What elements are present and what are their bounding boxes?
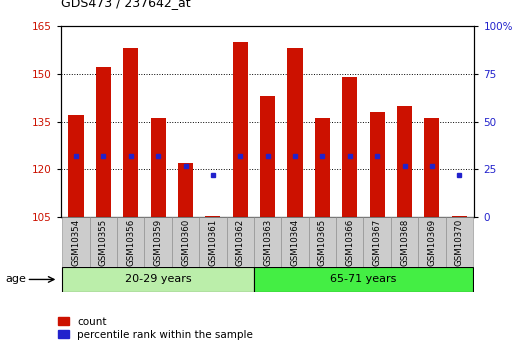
Text: GSM10354: GSM10354 [72, 219, 81, 266]
Bar [123, 48, 138, 217]
Bar [281, 217, 308, 267]
Bar [63, 267, 254, 292]
Text: 65-71 years: 65-71 years [330, 275, 396, 284]
Bar [227, 217, 254, 267]
Text: GSM10366: GSM10366 [345, 219, 354, 266]
Text: GSM10364: GSM10364 [290, 219, 299, 266]
Text: GSM10363: GSM10363 [263, 219, 272, 266]
Bar [172, 217, 199, 267]
Text: GSM10367: GSM10367 [373, 219, 382, 266]
Bar [418, 217, 446, 267]
Bar [308, 217, 336, 267]
Text: GSM10356: GSM10356 [126, 219, 135, 266]
Bar [145, 217, 172, 267]
Legend: count, percentile rank within the sample: count, percentile rank within the sample [58, 317, 253, 340]
Text: GSM10368: GSM10368 [400, 219, 409, 266]
Bar [90, 217, 117, 267]
Text: GSM10369: GSM10369 [427, 219, 436, 266]
Bar [369, 112, 385, 217]
Bar [63, 217, 90, 267]
Bar [425, 118, 439, 217]
Bar [233, 42, 248, 217]
Bar [151, 118, 166, 217]
Bar [178, 163, 193, 217]
Bar [199, 217, 227, 267]
Bar [397, 106, 412, 217]
Bar [205, 216, 220, 217]
Text: GSM10370: GSM10370 [455, 219, 464, 266]
Text: GSM10362: GSM10362 [236, 219, 245, 266]
Bar [117, 217, 145, 267]
Bar [446, 217, 473, 267]
Bar [287, 48, 303, 217]
Text: GSM10359: GSM10359 [154, 219, 163, 266]
Text: GSM10355: GSM10355 [99, 219, 108, 266]
Bar [391, 217, 418, 267]
Text: GDS473 / 237642_at: GDS473 / 237642_at [61, 0, 191, 9]
Bar [452, 216, 467, 217]
Text: age: age [5, 275, 26, 284]
Bar [254, 267, 473, 292]
Text: GSM10365: GSM10365 [318, 219, 327, 266]
Bar [260, 96, 275, 217]
Bar [336, 217, 364, 267]
Bar [96, 67, 111, 217]
Bar [315, 118, 330, 217]
Bar [68, 115, 84, 217]
Bar [364, 217, 391, 267]
Text: 20-29 years: 20-29 years [125, 275, 191, 284]
Text: GSM10361: GSM10361 [208, 219, 217, 266]
Bar [254, 217, 281, 267]
Bar [342, 77, 357, 217]
Text: GSM10360: GSM10360 [181, 219, 190, 266]
